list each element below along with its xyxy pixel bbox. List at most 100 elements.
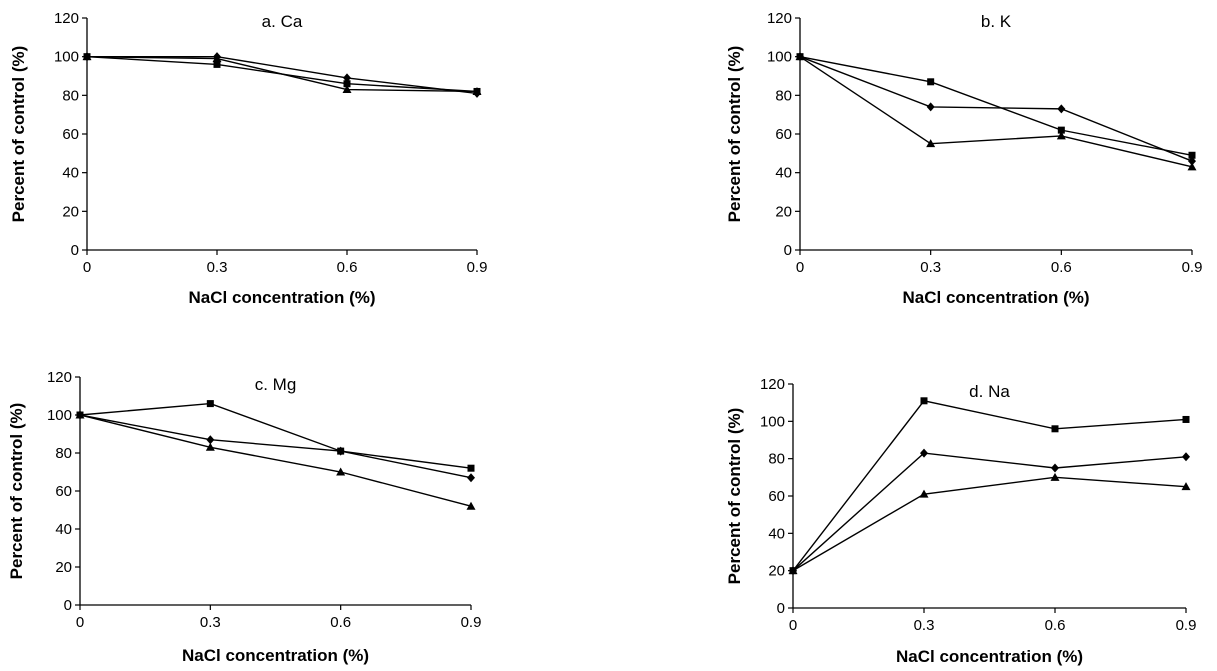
y-tick-label: 20 — [55, 559, 72, 576]
data-point-diamond — [920, 448, 928, 458]
x-tick-label: 0.9 — [1176, 617, 1197, 634]
y-tick-label: 0 — [64, 597, 72, 614]
data-point-triangle — [1181, 482, 1191, 491]
chart-panel-k: 0 20 40 60 80 100 120 0 0.3 0.6 0.9 b. K NaCl concen… — [725, 10, 1202, 307]
series-line-triangle — [79, 414, 472, 507]
series-line-diamond — [79, 414, 472, 479]
data-point-triangle — [466, 501, 476, 510]
data-point-triangle — [788, 566, 798, 575]
y-tick-label: 60 — [768, 488, 785, 505]
y-tick-label: 20 — [775, 203, 792, 220]
y-tick-label: 100 — [47, 407, 72, 424]
data-point-square — [920, 397, 928, 405]
y-tick-label: 60 — [775, 126, 792, 143]
y-tick-label: 100 — [54, 49, 79, 66]
data-point-diamond — [467, 473, 475, 483]
chart-panel-na: 0 20 40 60 80 100 120 0 0.3 0.6 0.9 d. Na NaCl conce… — [725, 376, 1196, 666]
y-tick-label: 40 — [55, 521, 72, 538]
data-point-square — [1188, 151, 1196, 159]
data-point-square — [343, 80, 351, 88]
y-tick-label: 100 — [760, 413, 785, 430]
y-tick-label: 20 — [768, 563, 785, 580]
y-tick-label: 40 — [768, 525, 785, 542]
y-tick-label: 0 — [784, 242, 792, 259]
data-point-square — [213, 60, 221, 68]
data-point-triangle — [82, 52, 92, 61]
data-point-triangle — [212, 54, 222, 63]
data-point-triangle — [342, 85, 352, 94]
y-tick-label: 40 — [62, 165, 79, 182]
series-line-triangle — [86, 55, 478, 93]
data-point-square — [1182, 415, 1190, 423]
chart-title: b. K — [981, 12, 1012, 31]
y-tick-label: 0 — [777, 600, 785, 617]
y-tick-label: 0 — [71, 242, 79, 259]
x-tick-label: 0.3 — [207, 259, 228, 276]
x-tick-label: 0 — [796, 259, 804, 276]
series-line-diamond — [792, 452, 1187, 572]
data-point-diamond — [926, 102, 935, 112]
x-tick-label: 0.6 — [337, 259, 358, 276]
data-point-triangle — [926, 139, 936, 148]
chart-panel-mg: 0 20 40 60 80 100 120 0 0.3 0.6 0.9 c. Mg NaCl conce… — [7, 369, 481, 665]
y-axis-label: Percent of control (%) — [725, 46, 744, 223]
y-tick-label: 120 — [767, 10, 792, 27]
x-tick-label: 0 — [83, 259, 91, 276]
data-point-triangle — [1056, 131, 1066, 140]
y-tick-label: 100 — [767, 49, 792, 66]
x-tick-label: 0.9 — [461, 614, 482, 631]
data-point-square — [206, 400, 214, 408]
series-line-square — [799, 55, 1193, 156]
data-point-diamond — [336, 446, 345, 456]
x-axis-label: NaCl concentration (%) — [896, 647, 1083, 666]
series-line-triangle — [792, 476, 1187, 572]
y-tick-label: 120 — [760, 376, 785, 393]
x-axis-label: NaCl concentration (%) — [188, 288, 375, 307]
chart-panel-ca: 0 20 40 60 80 100 120 0 0.3 0.6 0.9 a. Ca NaCl conce… — [9, 10, 487, 307]
y-tick-label: 80 — [775, 87, 792, 104]
chart-title: d. Na — [969, 382, 1010, 401]
y-tick-label: 120 — [47, 369, 72, 386]
data-point-diamond — [343, 73, 351, 83]
series-line-square — [792, 400, 1187, 572]
y-axis-label: Percent of control (%) — [7, 403, 26, 580]
data-point-triangle — [1187, 162, 1197, 171]
series-line-square — [79, 402, 472, 469]
data-point-diamond — [206, 435, 215, 445]
data-point-diamond — [1182, 452, 1190, 462]
data-point-triangle — [205, 442, 215, 451]
x-axis-label: NaCl concentration (%) — [902, 288, 1089, 307]
data-point-diamond — [1051, 463, 1059, 473]
series-line-diamond — [87, 55, 478, 95]
data-point-triangle — [472, 86, 482, 95]
y-tick-label: 80 — [55, 445, 72, 462]
x-tick-label: 0 — [789, 617, 797, 634]
data-point-triangle — [75, 410, 85, 419]
data-point-triangle — [795, 52, 805, 61]
x-tick-label: 0.9 — [467, 259, 488, 276]
x-tick-label: 0.3 — [914, 617, 935, 634]
x-tick-label: 0 — [76, 614, 84, 631]
chart-title: c. Mg — [255, 375, 297, 394]
y-tick-label: 20 — [62, 203, 79, 220]
y-tick-label: 60 — [62, 126, 79, 143]
x-tick-label: 0.6 — [330, 614, 351, 631]
chart-title: a. Ca — [262, 12, 303, 31]
x-tick-label: 0.6 — [1051, 259, 1072, 276]
x-tick-label: 0.3 — [200, 614, 221, 631]
data-point-diamond — [1057, 104, 1066, 114]
y-tick-label: 120 — [54, 10, 79, 27]
data-point-square — [467, 464, 475, 472]
data-point-square — [1051, 425, 1059, 433]
x-axis-label: NaCl concentration (%) — [182, 646, 369, 665]
data-point-square — [1057, 126, 1065, 134]
x-tick-label: 0.9 — [1182, 259, 1203, 276]
data-point-diamond — [1188, 156, 1196, 166]
series-line-diamond — [799, 56, 1193, 162]
y-tick-label: 80 — [62, 87, 79, 104]
x-tick-label: 0.3 — [920, 259, 941, 276]
data-point-triangle — [919, 489, 929, 498]
series-line-triangle — [799, 56, 1193, 168]
y-axis-label: Percent of control (%) — [9, 46, 28, 223]
